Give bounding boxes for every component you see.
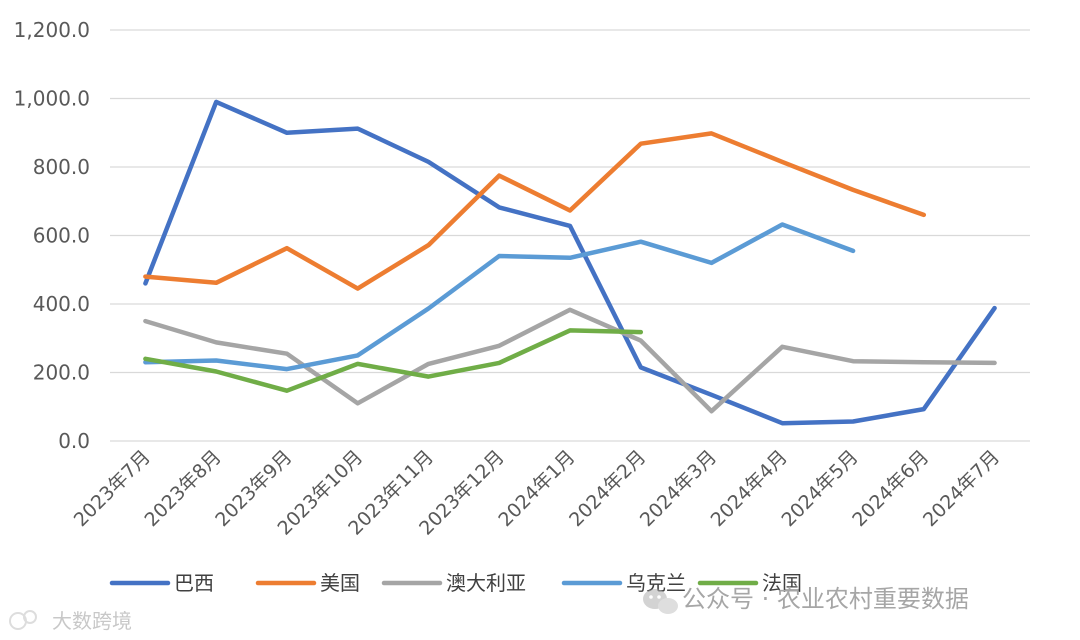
legend-label: 澳大利亚	[446, 571, 526, 595]
series-line-澳大利亚	[143, 307, 997, 414]
y-tick-label: 800.0	[33, 155, 90, 179]
gridlines	[110, 29, 1030, 442]
y-tick-label: 200.0	[33, 361, 90, 385]
y-tick-label: 400.0	[33, 292, 90, 316]
series-line-法国	[143, 328, 644, 393]
series-lines	[143, 99, 997, 426]
y-axis-ticks: 0.0 200.0 400.0 600.0 800.0 1,000.0 1,200.0	[14, 18, 90, 453]
y-tick-label: 600.0	[33, 224, 90, 248]
legend-label: 美国	[320, 571, 360, 595]
watermark-left-text: 大数跨境	[52, 609, 132, 633]
watermark-left: 大数跨境	[9, 609, 132, 633]
y-tick-label: 0.0	[58, 429, 90, 453]
legend-label: 巴西	[174, 571, 214, 595]
y-tick-label: 1,000.0	[14, 87, 90, 111]
watermark-right: 公众号 · 农业农村重要数据	[643, 585, 969, 614]
series-line-乌克兰	[143, 222, 856, 372]
series-line-美国	[143, 131, 927, 291]
watermark-right-text: 公众号 · 农业农村重要数据	[682, 585, 969, 613]
wechat-icon	[643, 589, 678, 614]
x-tick-label: 2024年7月	[919, 446, 1004, 531]
x-axis-ticks: 2023年7月2023年8月2023年9月2023年10月2023年11月202…	[70, 446, 1004, 540]
y-tick-label: 1,200.0	[14, 18, 90, 42]
brand-logo-icon	[9, 610, 37, 630]
legend-label: 法国	[762, 571, 802, 595]
series-line-巴西	[143, 99, 997, 426]
